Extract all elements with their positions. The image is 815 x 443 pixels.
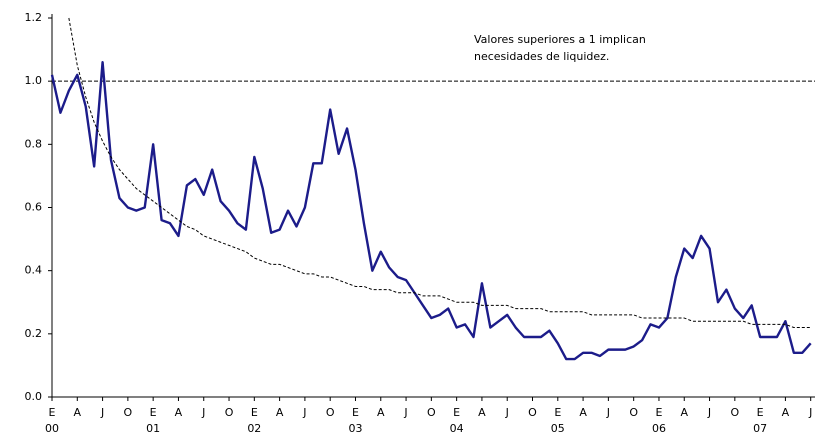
x-tick-label: E [757, 406, 764, 419]
year-label: 05 [551, 422, 565, 435]
x-tick-label: A [478, 406, 486, 419]
x-tick-label: E [49, 406, 56, 419]
x-tick-label: O [730, 406, 739, 419]
year-label: 02 [247, 422, 261, 435]
x-tick-label: A [377, 406, 385, 419]
x-tick-label: J [808, 406, 812, 419]
x-tick-label: J [302, 406, 306, 419]
series-line [50, 61, 812, 361]
x-tick-label: O [326, 406, 335, 419]
x-tick-label: A [276, 406, 284, 419]
x-tick-label: A [175, 406, 183, 419]
x-tick-label: E [554, 406, 561, 419]
y-tick-label: 1.0 [25, 74, 43, 87]
x-tick-label: A [782, 406, 790, 419]
x-tick-label: J [606, 406, 610, 419]
x-tick-label: J [201, 406, 205, 419]
x-tick-label: E [655, 406, 662, 419]
trend-line [68, 17, 811, 329]
y-tick-label: 0.6 [25, 201, 43, 214]
x-tick-label: E [453, 406, 460, 419]
y-tick-label: 0.4 [25, 264, 43, 277]
annotation: necesidades de liquidez. [474, 50, 609, 63]
x-tick-label: E [251, 406, 258, 419]
year-label: 03 [348, 422, 362, 435]
year-label: 07 [753, 422, 767, 435]
annotation: Valores superiores a 1 implican [474, 33, 646, 46]
x-tick-label: E [352, 406, 359, 419]
year-label: 04 [450, 422, 464, 435]
x-tick-label: O [427, 406, 436, 419]
year-label: 06 [652, 422, 666, 435]
x-tick-label: A [579, 406, 587, 419]
x-tick-label: J [707, 406, 711, 419]
x-tick-label: J [403, 406, 407, 419]
x-tick-label: O [528, 406, 537, 419]
x-tick-label: A [680, 406, 688, 419]
y-tick-label: 1.2 [25, 11, 43, 24]
year-label: 01 [146, 422, 160, 435]
x-tick-label: J [100, 406, 104, 419]
y-tick-label: 0.8 [25, 137, 43, 150]
y-tick-label: 0.0 [25, 390, 43, 403]
x-tick-label: E [150, 406, 157, 419]
x-tick-label: O [629, 406, 638, 419]
x-tick-label: A [74, 406, 82, 419]
y-tick-label: 0.2 [25, 327, 43, 340]
x-tick-label: O [225, 406, 234, 419]
x-tick-label: O [124, 406, 133, 419]
year-label: 00 [45, 422, 59, 435]
x-tick-label: J [505, 406, 509, 419]
